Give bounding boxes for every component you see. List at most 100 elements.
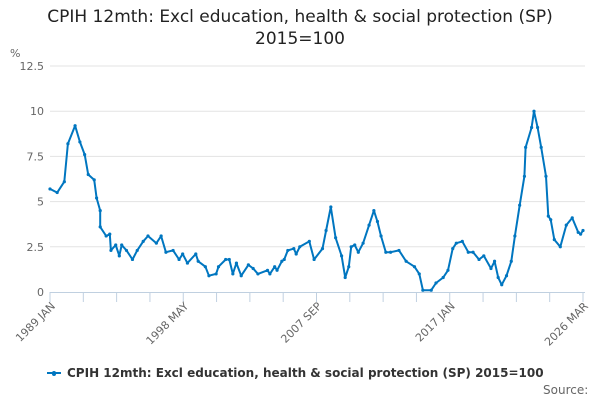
source-label: Source:: [543, 383, 589, 397]
data-point: [108, 232, 112, 236]
data-point: [78, 140, 82, 144]
data-point: [579, 232, 583, 236]
data-point: [539, 145, 543, 149]
y-tick-label: 10: [30, 105, 44, 118]
data-point: [120, 243, 124, 247]
data-point: [109, 248, 113, 253]
data-point: [576, 230, 580, 234]
data-point: [98, 225, 102, 229]
data-point: [334, 236, 338, 240]
data-point: [177, 257, 181, 262]
data-point: [62, 180, 66, 184]
data-point: [349, 245, 353, 249]
y-axis: 0 2.5 5 7.5 10 12.5: [20, 60, 45, 299]
data-point: [307, 239, 311, 243]
data-point: [429, 288, 433, 292]
data-point: [214, 272, 218, 276]
data-point: [265, 268, 270, 272]
data-point: [522, 174, 527, 178]
data-point: [181, 252, 185, 256]
data-point: [535, 125, 540, 130]
data-point: [159, 234, 163, 238]
data-point: [224, 257, 228, 262]
data-point: [544, 174, 548, 178]
data-point: [292, 247, 296, 251]
data-point: [185, 261, 190, 265]
data-point: [231, 272, 235, 276]
data-point: [164, 250, 168, 254]
data-point: [320, 247, 325, 251]
data-point: [524, 145, 528, 149]
data-point: [496, 275, 500, 280]
data-point: [171, 248, 175, 253]
data-point: [466, 250, 470, 254]
data-point: [114, 243, 118, 247]
data-point: [509, 259, 513, 263]
data-point: [275, 268, 279, 272]
data-point: [454, 241, 458, 245]
x-tick-label: 2017 JAN: [413, 300, 458, 345]
data-point: [471, 250, 475, 254]
data-point: [417, 272, 421, 276]
data-point: [216, 265, 221, 269]
data-point: [239, 274, 243, 278]
data-point: [286, 248, 290, 253]
data-point: [552, 237, 556, 242]
data-point: [379, 234, 383, 238]
y-tick-label: 5: [37, 196, 44, 209]
data-point: [203, 265, 207, 269]
data-point: [375, 219, 380, 224]
data-point: [482, 254, 486, 258]
data-point: [384, 250, 388, 254]
data-point: [55, 190, 59, 195]
data-point: [246, 263, 250, 267]
data-point: [343, 275, 347, 280]
data-point: [441, 275, 445, 280]
data-point: [135, 248, 139, 253]
data-point: [504, 274, 509, 278]
data-point: [361, 241, 365, 245]
data-point: [312, 257, 316, 262]
data-point: [196, 259, 200, 263]
data-point: [207, 274, 211, 278]
x-tick-label: 2026 MAR: [542, 300, 591, 349]
data-point: [83, 152, 87, 157]
x-axis: 1989 JAN 1998 MAY 2007 SEP 2017 JAN 2026 MAR: [13, 292, 591, 349]
y-axis-label: %: [10, 47, 20, 60]
data-point: [460, 239, 464, 243]
data-point: [532, 109, 536, 113]
data-point: [154, 241, 158, 245]
x-tick-label: 1989 JAN: [13, 300, 58, 345]
data-point: [412, 265, 417, 269]
data-point: [347, 265, 351, 269]
data-point: [251, 266, 255, 271]
data-point: [92, 178, 96, 182]
y-tick-label: 7.5: [27, 150, 45, 163]
x-tick-label: 2007 SEP: [278, 300, 324, 346]
data-point: [434, 281, 438, 285]
series-line: [48, 109, 585, 292]
data-point: [404, 259, 408, 263]
data-point: [234, 261, 239, 265]
data-point: [48, 187, 52, 191]
data-point: [280, 259, 284, 263]
data-point: [282, 257, 286, 262]
data-point: [353, 243, 357, 247]
data-point: [388, 250, 393, 254]
data-point: [421, 288, 425, 292]
data-point: [294, 252, 298, 256]
legend[interactable]: CPIH 12mth: Excl education, health & soc…: [47, 366, 544, 380]
data-point: [73, 124, 77, 128]
data-point: [329, 205, 333, 209]
data-point: [98, 209, 102, 213]
data-point: [146, 234, 150, 238]
data-point: [546, 214, 550, 218]
y-tick-label: 0: [37, 286, 44, 299]
x-tick-label: 1998 MAY: [144, 300, 192, 348]
data-point: [66, 142, 70, 146]
data-point: [117, 254, 121, 258]
gridlines: [50, 65, 585, 248]
data-point: [530, 125, 534, 130]
data-point: [451, 247, 455, 251]
